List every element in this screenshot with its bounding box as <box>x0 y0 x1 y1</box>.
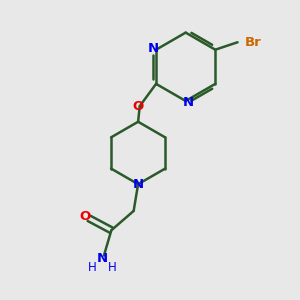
Text: O: O <box>133 100 144 113</box>
Text: Br: Br <box>245 36 262 49</box>
Text: N: N <box>133 178 144 191</box>
Text: N: N <box>182 96 194 109</box>
Text: H: H <box>88 262 96 275</box>
Text: H: H <box>108 262 117 275</box>
Text: N: N <box>148 42 159 55</box>
Text: N: N <box>97 252 108 265</box>
Text: O: O <box>79 210 90 224</box>
